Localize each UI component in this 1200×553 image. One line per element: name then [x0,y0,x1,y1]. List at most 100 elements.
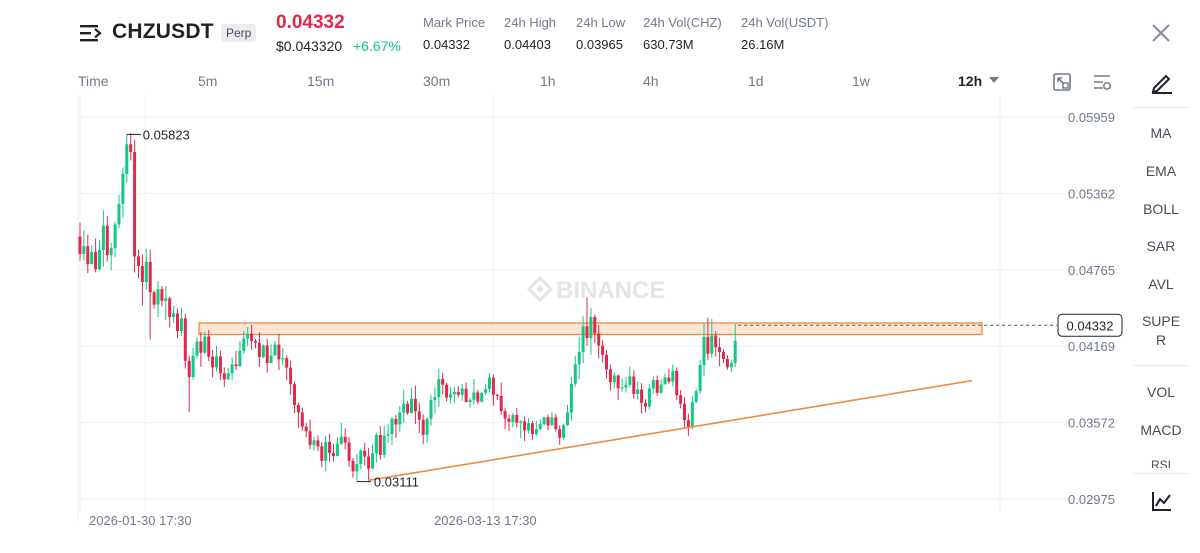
candle [324,436,328,472]
indicator-ma[interactable]: MA [1150,125,1172,141]
candle-body [98,250,101,270]
candle-body [160,289,164,301]
tab-1d[interactable]: 1d [748,73,764,89]
candle-body [125,144,129,174]
candle-body [191,355,195,378]
candle [644,399,647,413]
candle-body [273,344,277,356]
price-chart[interactable]: BINANCE 0.05823 0.03111 0.05959 0.05362 0.0… [0,95,1130,540]
pencil-draw-icon[interactable] [1150,70,1174,94]
candle [612,372,616,389]
candle [300,407,304,432]
candle-body [261,345,265,357]
stat-label: 24h Vol(USDT) [741,15,829,30]
candle-body [390,418,394,435]
chart-settings-icon[interactable] [1092,72,1112,92]
candle [636,381,640,400]
tab-5m[interactable]: 5m [198,73,218,89]
tab-time[interactable]: Time [78,73,109,89]
stat-24h-vol-base: 24h Vol(CHZ) 630.73M [643,15,722,52]
candle-body [109,248,113,256]
candle-body [113,224,117,249]
stat-value: 0.03965 [576,37,623,52]
candle-body [382,435,386,455]
candle-body [374,434,378,454]
candle-body [491,377,495,395]
candle [569,377,573,421]
tab-15m[interactable]: 15m [307,73,335,89]
indicator-avl[interactable]: AVL [1148,276,1174,292]
candle [82,230,86,261]
candle [686,413,690,436]
candle [363,442,367,466]
candle-body [503,411,507,419]
candle [694,388,698,404]
candle [234,350,238,370]
tab-1w[interactable]: 1w [852,73,870,89]
candle-body [433,397,437,401]
candle [293,381,296,413]
indicator-super-line2[interactable]: R [1155,332,1167,348]
sidebar-divider [1133,473,1189,474]
candle-body [222,373,226,380]
candle-body [176,313,179,332]
fullscreen-icon[interactable] [1052,72,1072,92]
candle [530,420,534,440]
stat-mark-price: Mark Price 0.04332 [423,15,485,52]
candle-body [242,338,246,351]
candle [554,413,558,432]
stat-value: 630.73M [643,37,694,52]
candle [371,444,374,469]
stat-label: Mark Price [423,15,486,30]
tab-30m[interactable]: 30m [423,73,451,89]
tab-selected-interval[interactable]: 12h [958,73,983,89]
indicator-macd[interactable]: MACD [1140,422,1182,438]
candle [121,167,125,219]
candle [218,350,222,381]
candle-body [417,411,421,420]
y-tick-label: 0.02975 [1068,492,1115,507]
candle [133,139,137,273]
indicator-vol[interactable]: VOL [1146,384,1175,400]
candle-body [597,333,601,346]
indicator-boll[interactable]: BOLL [1143,201,1179,217]
candle [339,422,343,445]
candle [402,389,406,423]
candle [690,395,694,430]
indicator-chart-icon[interactable] [1151,490,1173,512]
tab-1h[interactable]: 1h [540,73,556,89]
candle-body [289,367,293,385]
candle-body [484,389,488,393]
candle [593,314,597,343]
candle-body [710,335,714,354]
menu-icon[interactable] [80,23,102,43]
candle [265,338,269,373]
chevron-down-icon[interactable] [989,77,999,83]
candle-body [339,436,343,444]
indicator-super-line1[interactable]: SUPE [1141,313,1181,329]
candle-body [308,431,312,445]
y-tick-label: 0.04169 [1068,339,1115,354]
candle-body [86,246,90,265]
candle-body [296,405,300,413]
candle [152,290,156,309]
tab-4h[interactable]: 4h [643,73,659,89]
candle [117,194,121,229]
candle-body [480,392,484,402]
support-trendline[interactable] [367,379,973,482]
close-icon[interactable] [1150,22,1172,44]
symbol-name[interactable]: CHZUSDT [112,20,214,43]
candle [183,313,187,369]
candle [546,414,550,430]
candle [378,426,382,460]
indicator-rsi[interactable]: RSI [1150,458,1171,468]
indicator-sar[interactable]: SAR [1146,238,1176,254]
candle [164,285,168,320]
candle [355,454,359,482]
indicator-ema[interactable]: EMA [1145,163,1177,179]
candle-body [105,225,109,256]
candle-body [265,345,269,364]
sidebar-divider [1133,107,1189,108]
candle-body [90,251,94,265]
candle-body [573,364,577,384]
